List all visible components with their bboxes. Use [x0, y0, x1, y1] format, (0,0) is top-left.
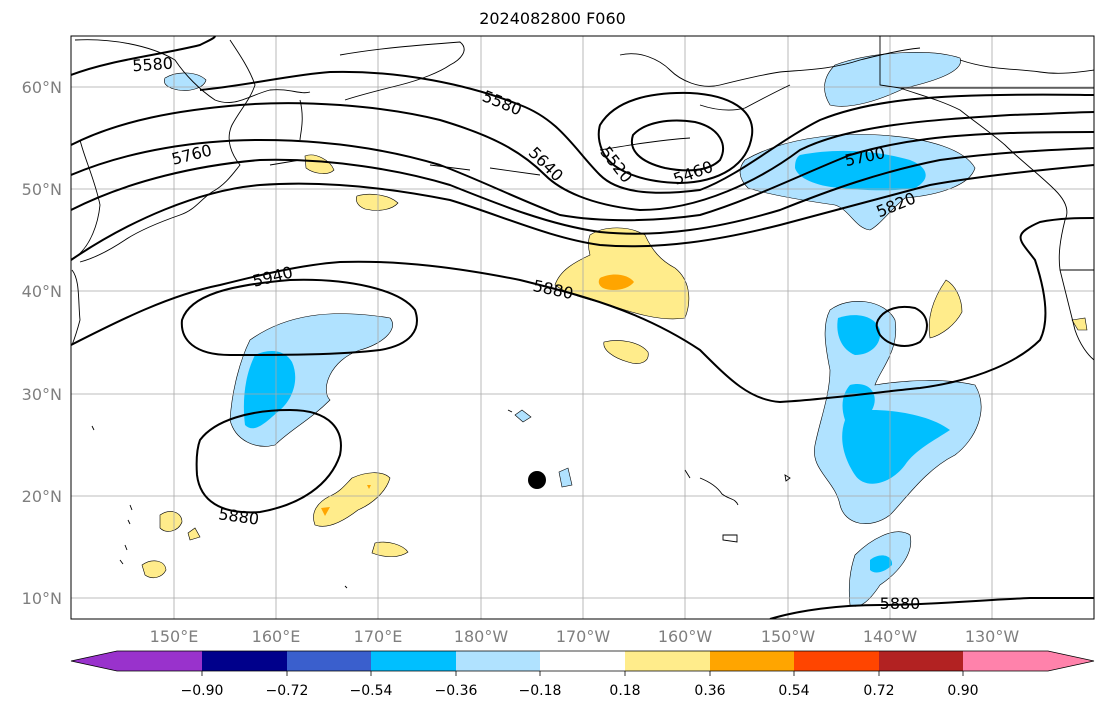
- colorbar-segment-3: [371, 651, 456, 671]
- map-plot-area: 5580 5580 5760 5640 5520 5460 5700 5820 …: [71, 36, 1094, 619]
- lon-label-180w: 180°W: [454, 627, 509, 646]
- colorbar-segment-2: [287, 651, 371, 671]
- contour-label-5520: 5520: [596, 143, 636, 187]
- colorbar-segment-5: [540, 651, 625, 671]
- lon-label-170w: 170°W: [556, 627, 611, 646]
- height-contours: [71, 36, 1094, 619]
- lon-label-130w: 130°W: [965, 627, 1020, 646]
- colorbar-segment-6: [625, 651, 710, 671]
- colorbar-extend-low: [71, 651, 202, 671]
- shaded-field-positive: [141, 154, 1088, 579]
- lat-label-60n: 60°N: [22, 78, 62, 97]
- colorbar-outline: [70, 650, 1095, 672]
- colorbar-segment-8: [794, 651, 879, 671]
- contour-label-5880-southwest: 5880: [217, 504, 260, 528]
- colorbar-tick-label: 0.90: [947, 683, 978, 699]
- lon-label-140w: 140°W: [863, 627, 918, 646]
- contour-labels: 5580 5580 5760 5640 5520 5460 5700 5820 …: [132, 54, 921, 613]
- shaded-field-negative: [163, 52, 982, 607]
- graticule: [71, 36, 1094, 619]
- longitude-labels: 150°E 160°E 170°E 180°W 170°W 160°W 150°…: [150, 627, 1020, 646]
- colorbar-tick-label: 0.18: [609, 683, 640, 699]
- colorbar-tick-label: −0.54: [350, 683, 393, 699]
- map-frame: [70, 35, 1095, 620]
- lat-label-30n: 30°N: [22, 385, 62, 404]
- colorbar-tick-label: −0.90: [181, 683, 224, 699]
- lon-label-170e: 170°E: [354, 627, 403, 646]
- colorbar-extend-high: [963, 651, 1094, 671]
- colorbar-segment-7: [710, 651, 794, 671]
- contour-label-5940: 5940: [251, 263, 295, 291]
- contour-label-5580-mid: 5580: [480, 86, 525, 119]
- lon-label-160w: 160°W: [658, 627, 713, 646]
- latitude-labels: 60°N 50°N 40°N 30°N 20°N 10°N: [22, 78, 62, 608]
- colorbar-segment-9: [879, 651, 963, 671]
- colorbar-tick-label: −0.72: [266, 683, 309, 699]
- contour-label-5640: 5640: [525, 143, 567, 185]
- lon-label-160e: 160°E: [252, 627, 301, 646]
- contour-label-5460: 5460: [671, 157, 716, 189]
- location-marker: [528, 471, 546, 489]
- lat-label-20n: 20°N: [22, 487, 62, 506]
- map-title: 2024082800 F060: [479, 9, 626, 28]
- colorbar-tick-label: 0.54: [778, 683, 809, 699]
- contour-label-5580-west: 5580: [132, 54, 174, 76]
- lat-label-10n: 10°N: [22, 589, 62, 608]
- colorbar-tick-label: −0.18: [519, 683, 562, 699]
- lon-label-150e: 150°E: [150, 627, 199, 646]
- lat-label-50n: 50°N: [22, 180, 62, 199]
- lon-label-150w: 150°W: [761, 627, 816, 646]
- colorbar-segment-4: [456, 651, 540, 671]
- contour-label-5880-southeast: 5880: [880, 594, 921, 613]
- colorbar-tick-label: 0.72: [863, 683, 894, 699]
- coastlines: [71, 36, 1094, 589]
- colorbar-tick-label: 0.36: [694, 683, 725, 699]
- lat-label-40n: 40°N: [22, 282, 62, 301]
- colorbar-segment-1: [202, 651, 287, 671]
- colorbar: −0.90 −0.72 −0.54 −0.36 −0.18 0.18 0.36 …: [70, 650, 1095, 699]
- contour-label-5760: 5760: [170, 141, 214, 169]
- colorbar-ticks: [201, 671, 964, 676]
- colorbar-tick-label: −0.36: [435, 683, 478, 699]
